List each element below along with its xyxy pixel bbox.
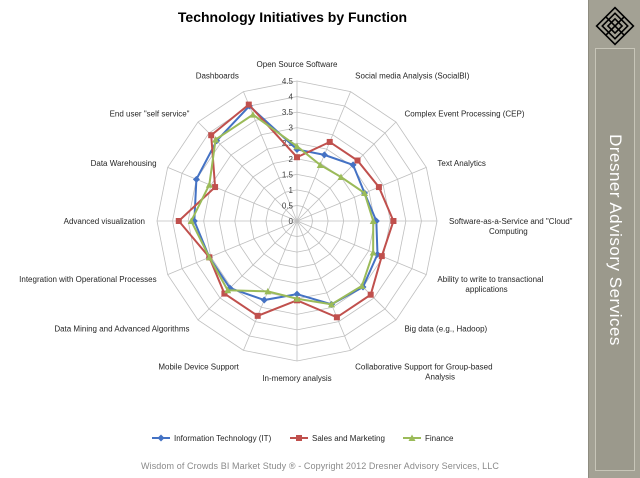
brand-strip [595,48,635,471]
category-label: Data Warehousing [91,159,157,168]
tick-label: 3 [289,124,294,133]
data-point [192,175,200,183]
category-label: Big data (e.g., Hadoop) [404,324,487,333]
grid-spoke [167,220,298,275]
data-point [296,435,302,441]
data-point [264,287,272,295]
data-point [358,282,366,289]
tick-label: 2.5 [282,139,294,148]
tick-label: 0.5 [282,201,294,210]
data-point [354,157,361,164]
brand-name: Dresner Advisory Services [606,134,625,346]
knot-logo-icon [595,6,635,46]
data-point [378,253,385,260]
tick-label: 4.5 [282,77,294,86]
data-point [175,218,182,224]
data-point [249,111,257,118]
data-point [205,253,213,261]
data-point [260,296,268,304]
data-point [369,217,377,224]
grid-spoke [296,121,397,222]
data-point [367,291,374,298]
category-label: End user "self service" [110,110,190,119]
grid-spoke [296,220,397,321]
data-point [390,218,397,224]
tick-label: 1.5 [282,170,294,179]
data-point [157,434,165,442]
category-label: Text Analytics [437,159,485,168]
data-point [320,151,328,159]
legend-label: Finance [425,434,454,443]
grid-spoke [167,167,298,222]
grid-spoke [243,220,298,351]
data-point [316,161,324,168]
tick-label: 2 [289,155,294,164]
category-label: Advanced visualization [64,217,145,226]
data-point [187,217,195,224]
data-point [212,136,220,143]
category-label: In-memory analysis [262,374,331,383]
category-label: Dashboards [196,72,239,81]
data-point [369,249,377,256]
category-label: Collaborative Support for Group-based Ana… [355,362,492,381]
chart-title: Technology Initiatives by Function [177,9,408,25]
grid-spoke [296,220,427,275]
category-label: Data Mining and Advanced Algorithms [54,324,189,333]
category-label: Software-as-a-Service and "Cloud" Computi… [449,217,573,236]
chart-area: Technology Initiatives by Function 0 0.5 1… [19,9,573,443]
data-point [293,290,301,298]
tick-label: 1 [289,186,294,195]
data-point [326,138,333,145]
grid-spoke [197,220,298,321]
tick-label: 0 [289,217,294,226]
category-label: Social media Analysis (SocialBI) [355,72,470,81]
category-label: Mobile Device Support [158,362,239,371]
data-point [205,181,213,188]
radar-chart: 0 0.5 1 1.5 2 2.5 3 3.5 4 4.5 Open Source Software… [19,60,573,443]
data-point [333,314,340,321]
data-point [208,132,215,139]
data-point [245,101,252,108]
data-point [328,300,336,308]
data-point [254,312,261,319]
tick-label: 4 [289,93,294,102]
data-point [294,154,300,161]
brand-sidebar: Dresner Advisory Services [588,0,640,478]
grid-spoke [296,167,427,222]
data-point [212,184,219,191]
data-point [224,286,232,294]
category-label: Complex Event Processing (CEP) [404,110,524,119]
legend-label: Sales and Marketing [312,434,385,443]
data-point [221,290,228,297]
data-point [408,434,416,441]
data-point [375,184,382,191]
data-point [361,189,369,197]
category-label: Integration with Operational Processes [19,275,156,284]
data-point [293,295,301,302]
grid-spoke [296,220,351,351]
copyright-footer: Wisdom of Crowds BI Market Study ® - Cop… [141,461,499,471]
category-label: Open Source Software [257,60,338,69]
category-label: Ability to write to transactional applica… [437,275,543,294]
data-point [293,142,301,150]
data-point [337,173,345,181]
legend-label: Information Technology (IT) [174,434,272,443]
tick-label: 3.5 [282,108,294,117]
